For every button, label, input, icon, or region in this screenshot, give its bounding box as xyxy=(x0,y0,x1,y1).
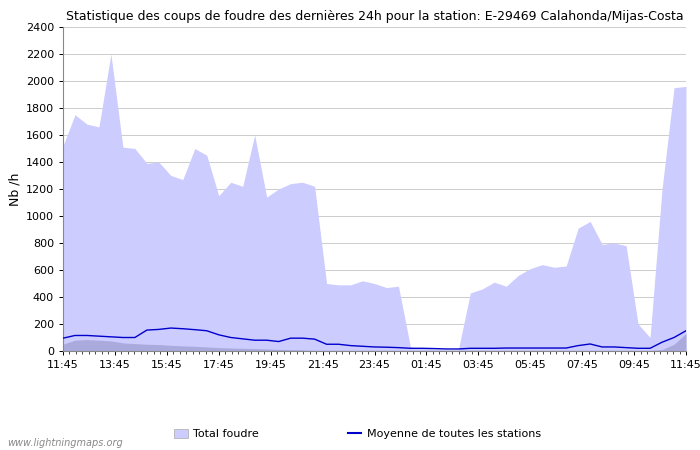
Y-axis label: Nb /h: Nb /h xyxy=(8,172,22,206)
Text: Heure: Heure xyxy=(699,393,700,406)
Title: Statistique des coups de foudre des dernières 24h pour la station: E-29469 Calah: Statistique des coups de foudre des dern… xyxy=(66,10,683,23)
Text: www.lightningmaps.org: www.lightningmaps.org xyxy=(7,438,122,448)
